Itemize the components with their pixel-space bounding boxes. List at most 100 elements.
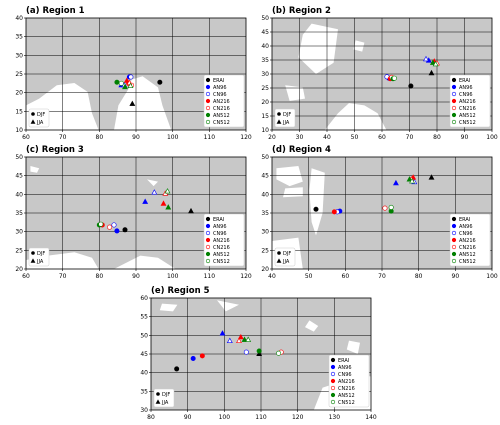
series-legend bbox=[203, 213, 245, 267]
legend-label: AN96 bbox=[213, 224, 227, 230]
panel-2: (b) Region 2 20 30 40 50 60 70 80 90 100 10 15 20 25 3… bbox=[261, 6, 498, 141]
legend-label: AN512 bbox=[213, 252, 230, 258]
legend-label: AN216 bbox=[213, 238, 230, 244]
season-legend-label: JJA bbox=[161, 400, 169, 406]
legend-label: ERAI bbox=[213, 217, 224, 223]
x-tick-label: 20 bbox=[268, 134, 276, 141]
legend-marker bbox=[205, 223, 211, 229]
y-tick-label: 45 bbox=[140, 351, 148, 358]
marker-jja-an216 bbox=[160, 200, 167, 206]
season-legend-label: JJA bbox=[282, 120, 290, 126]
y-tick-label: 35 bbox=[15, 210, 23, 217]
marker-jja-an512 bbox=[429, 59, 436, 65]
marker-jja-cn512 bbox=[245, 336, 252, 342]
x-tick-label: 130 bbox=[329, 414, 341, 421]
y-tick-label: 20 bbox=[15, 90, 23, 97]
y-tick-label: 30 bbox=[140, 407, 148, 414]
season-legend-label: DJF bbox=[37, 251, 45, 257]
season-legend-marker bbox=[155, 399, 161, 404]
legend-label: ERAI bbox=[459, 217, 470, 223]
legend-label: AN216 bbox=[338, 379, 355, 385]
y-tick-label: 40 bbox=[261, 43, 269, 50]
marker-jja-cn96 bbox=[151, 189, 158, 195]
legend-marker bbox=[451, 216, 457, 222]
marker-djf-erai bbox=[408, 83, 414, 89]
legend-marker bbox=[330, 378, 336, 384]
x-tick-label: 120 bbox=[292, 414, 304, 421]
legend-label: CN216 bbox=[213, 106, 230, 112]
legend-label: CN96 bbox=[213, 92, 227, 98]
y-tick-label: 50 bbox=[261, 15, 269, 22]
legend-marker bbox=[451, 77, 457, 83]
y-tick-label: 40 bbox=[140, 370, 148, 377]
x-tick-label: 100 bbox=[167, 273, 179, 280]
legend-label: CN512 bbox=[459, 120, 476, 126]
y-tick-label: 50 bbox=[261, 154, 269, 161]
marker-djf-cn512 bbox=[118, 80, 124, 86]
legend-marker bbox=[451, 244, 457, 250]
water-body bbox=[217, 300, 239, 312]
legend-marker bbox=[330, 357, 336, 363]
y-tick-label: 35 bbox=[261, 57, 269, 64]
x-tick-label: 30 bbox=[296, 134, 304, 141]
legend-marker bbox=[205, 112, 211, 118]
y-tick-label: 30 bbox=[261, 71, 269, 78]
legend-marker bbox=[205, 84, 211, 90]
y-tick-label: 25 bbox=[15, 71, 23, 78]
x-tick-label: 60 bbox=[22, 273, 30, 280]
legend-label: AN512 bbox=[213, 113, 230, 119]
x-tick-label: 100 bbox=[167, 134, 179, 141]
series-legend bbox=[328, 354, 370, 408]
water-body bbox=[30, 166, 40, 173]
x-tick-label: 80 bbox=[147, 414, 155, 421]
legend-marker bbox=[205, 105, 211, 111]
marker-djf-an512 bbox=[114, 79, 120, 85]
legend-label: AN96 bbox=[213, 85, 227, 91]
legend-marker bbox=[205, 119, 211, 125]
marker-jja-an512 bbox=[406, 176, 413, 182]
season-legend-marker bbox=[30, 119, 36, 124]
y-tick-label: 25 bbox=[261, 247, 269, 254]
y-tick-label: 30 bbox=[15, 229, 23, 236]
marker-jja-erai bbox=[188, 207, 194, 214]
x-tick-label: 80 bbox=[433, 134, 441, 141]
marker-jja-an96 bbox=[142, 198, 149, 204]
legend-label: CN216 bbox=[213, 245, 230, 251]
x-tick-label: 50 bbox=[351, 134, 359, 141]
season-legend-label: JJA bbox=[36, 120, 44, 126]
x-tick-label: 140 bbox=[365, 414, 377, 421]
y-tick-label: 20 bbox=[261, 266, 269, 273]
season-legend-label: DJF bbox=[162, 392, 170, 398]
legend-label: AN216 bbox=[459, 238, 476, 244]
x-tick-label: 90 bbox=[132, 273, 140, 280]
x-tick-label: 60 bbox=[22, 134, 30, 141]
marker-djf-cn512 bbox=[98, 221, 104, 227]
season-legend-label: DJF bbox=[283, 251, 291, 257]
y-tick-label: 35 bbox=[140, 388, 148, 395]
legend-marker bbox=[451, 258, 457, 264]
marker-djf-cn216 bbox=[107, 224, 113, 230]
panel-3: (c) Region 3 60 70 80 90 100 110 120 20 25 30 35 40 4… bbox=[15, 145, 252, 280]
water-body bbox=[147, 179, 158, 187]
series-legend bbox=[449, 74, 491, 128]
legend-label: AN96 bbox=[459, 85, 473, 91]
marker-jja-cn512 bbox=[432, 60, 439, 67]
x-tick-label: 100 bbox=[486, 273, 498, 280]
season-legend-marker bbox=[31, 251, 35, 255]
marker-djf-erai bbox=[157, 79, 163, 85]
x-tick-label: 70 bbox=[406, 134, 414, 141]
legend-label: AN96 bbox=[459, 224, 473, 230]
marker-jja-cn96 bbox=[226, 337, 233, 343]
y-tick-label: 50 bbox=[140, 332, 148, 339]
y-tick-label: 50 bbox=[15, 154, 23, 161]
legend-label: CN512 bbox=[213, 259, 230, 265]
water-body bbox=[276, 166, 303, 187]
legend-marker bbox=[205, 251, 211, 257]
series-legend bbox=[449, 213, 491, 267]
legend-label: ERAI bbox=[338, 358, 349, 364]
legend-marker bbox=[451, 84, 457, 90]
legend-label: CN216 bbox=[338, 386, 355, 392]
legend-label: ERAI bbox=[213, 78, 224, 84]
marker-jja-cn512 bbox=[127, 82, 134, 89]
